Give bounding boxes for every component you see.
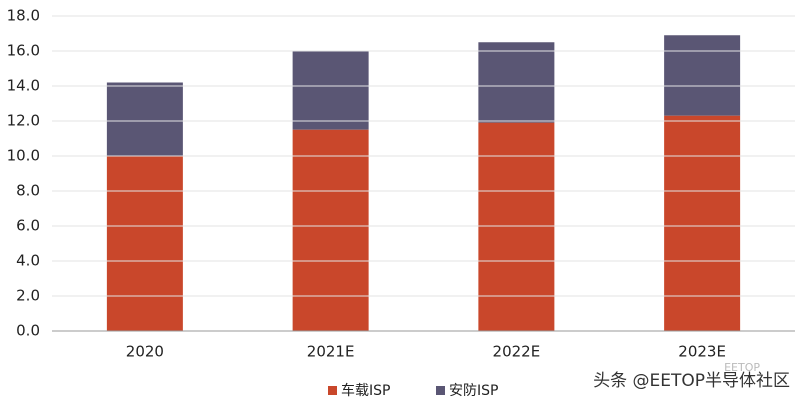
y-tick-label: 16.0 <box>7 42 40 60</box>
bar-segment <box>106 156 183 331</box>
x-tick-label: 2022E <box>493 343 541 361</box>
y-tick-label: 4.0 <box>16 252 40 270</box>
y-tick-label: 8.0 <box>16 182 40 200</box>
bar-segment <box>664 35 741 116</box>
legend-swatch <box>328 386 337 395</box>
bar-segment <box>664 115 741 331</box>
y-tick-label: 18.0 <box>7 7 40 25</box>
x-tick-label: 2023E <box>678 343 726 361</box>
y-tick-label: 12.0 <box>7 112 40 130</box>
legend-label: 车载ISP <box>341 382 390 399</box>
bar-segment <box>106 82 183 156</box>
x-tick-label: 2020 <box>126 343 164 361</box>
legend-label: 安防ISP <box>449 383 498 399</box>
y-tick-label: 6.0 <box>16 217 40 235</box>
bar-segment <box>478 42 555 123</box>
y-tick-label: 10.0 <box>7 147 40 165</box>
y-tick-label: 2.0 <box>16 287 40 305</box>
y-tick-label: 14.0 <box>7 77 40 95</box>
y-tick-label: 0.0 <box>16 322 40 340</box>
watermark: 头条 @EETOP半导体社区 <box>593 371 790 391</box>
x-tick-label: 2021E <box>307 343 355 361</box>
bar-segment <box>292 51 369 130</box>
watermark-logo: EETOP <box>724 361 760 374</box>
legend-swatch <box>436 386 445 395</box>
bar-segment <box>478 122 555 331</box>
bar-segment <box>292 129 369 331</box>
